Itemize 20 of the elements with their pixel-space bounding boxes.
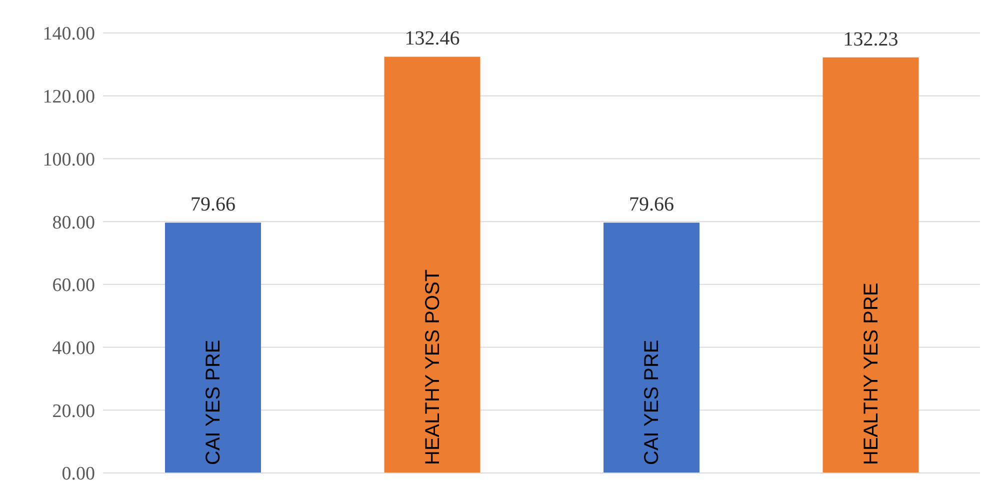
y-tick-label: 120.00: [42, 86, 95, 108]
y-tick-label: 20.00: [52, 400, 95, 422]
y-tick-label: 80.00: [52, 212, 95, 234]
bar: [604, 222, 700, 473]
bar: [384, 56, 480, 473]
y-tick-label: 0.00: [62, 464, 95, 485]
x-tick-label: HEALTHY YES PRE: [860, 282, 882, 465]
data-label: 79.66: [190, 194, 236, 216]
y-tick-label: 140.00: [42, 24, 95, 45]
bar: [822, 57, 919, 473]
y-tick-label: 60.00: [52, 275, 95, 296]
data-label: 79.66: [629, 194, 674, 216]
x-tick-label: CAI YES PRE: [202, 340, 225, 465]
data-label: 132.23: [843, 28, 898, 50]
bar: [165, 222, 261, 473]
x-tick-label: CAI YES PRE: [641, 340, 664, 465]
y-tick-label: 100.00: [42, 149, 95, 170]
y-tick-label: 40.00: [52, 338, 95, 360]
data-label: 132.46: [404, 28, 460, 50]
x-tick-label: HEALTHY YES POST: [422, 269, 444, 465]
